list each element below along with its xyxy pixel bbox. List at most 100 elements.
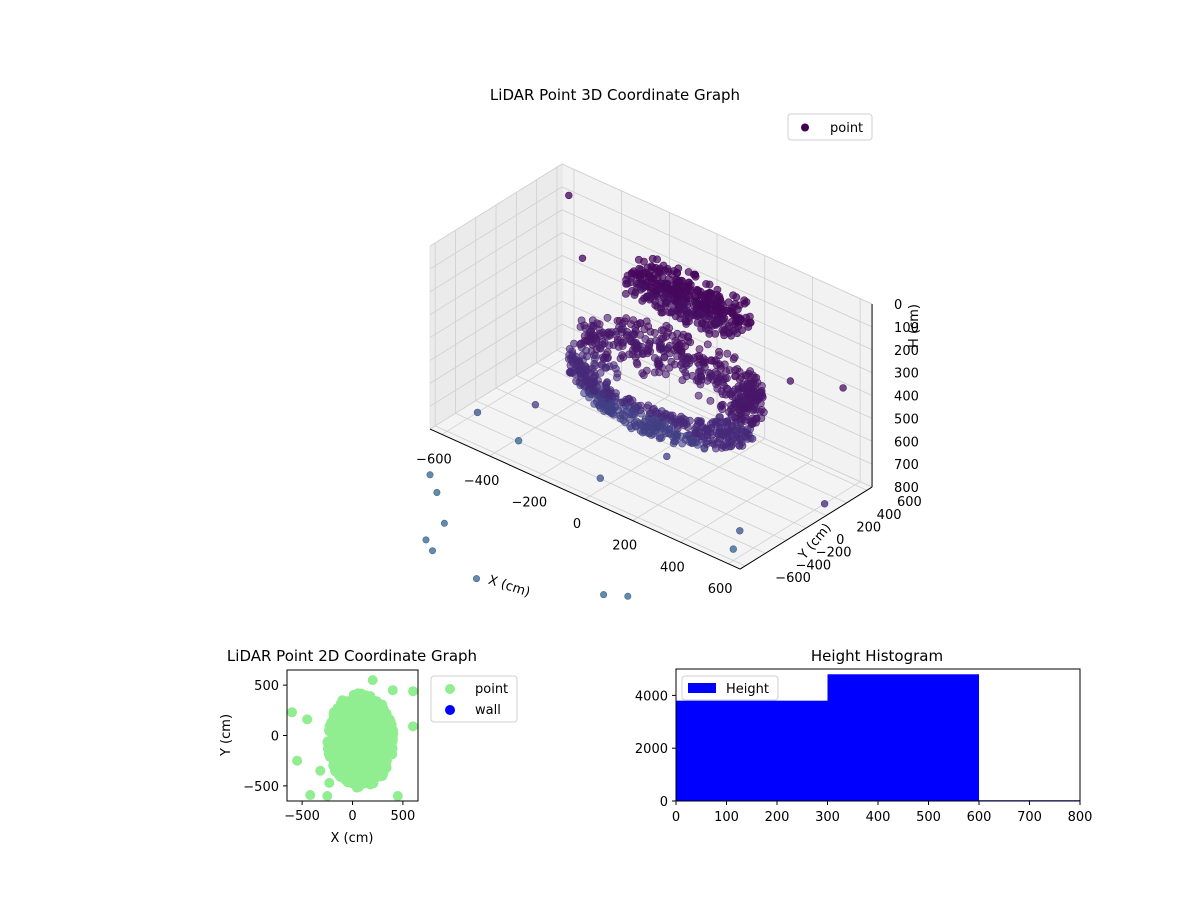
chart-3d-point — [662, 284, 671, 292]
chart-2d-point — [340, 736, 351, 747]
chart-3d-point — [639, 284, 647, 292]
chart-3d-point — [472, 575, 480, 583]
chart-3d-point — [725, 427, 733, 436]
chart-3d-xtick-label: 200 — [612, 539, 637, 554]
chart-3d-point — [740, 417, 749, 425]
chart-3d-point — [628, 396, 637, 405]
chart-3d-point — [703, 340, 712, 349]
chart-3d-point — [583, 372, 591, 380]
chart-2d-ytick-label: 0 — [271, 730, 279, 745]
chart-2d-point — [356, 766, 367, 777]
histogram-xtick-label: 200 — [765, 810, 790, 825]
chart-3d-point — [616, 414, 625, 423]
chart-3d-point — [581, 363, 590, 372]
chart-3d-point — [531, 401, 540, 409]
chart-3d-point — [694, 391, 703, 400]
chart-3d-point — [581, 324, 590, 333]
chart-3d-point — [758, 393, 767, 402]
chart-3d-point — [678, 376, 687, 384]
chart-3d-point — [568, 357, 577, 366]
chart-3d-gridline — [429, 346, 563, 430]
chart-3d-point — [820, 500, 829, 508]
chart-3d-point — [626, 415, 634, 423]
chart-3d-point — [652, 287, 660, 295]
chart-3d-point — [724, 324, 732, 333]
chart-3d-point — [744, 403, 752, 412]
chart-3d-point — [656, 345, 664, 353]
chart-3d-point — [727, 405, 735, 414]
chart-3d-point — [686, 280, 695, 289]
chart-3d-point — [642, 317, 651, 326]
chart-3d-point — [712, 356, 720, 364]
chart-3d-point — [596, 474, 604, 482]
chart-3d-point — [699, 358, 708, 367]
chart-2d-point — [387, 733, 398, 743]
histogram-title: Height Histogram — [811, 647, 943, 665]
chart-3d-point — [603, 313, 612, 322]
chart-3d-point — [744, 378, 752, 386]
chart-2d-point — [367, 675, 378, 686]
chart-3d-point — [579, 356, 587, 364]
chart-3d-point — [591, 387, 599, 395]
chart-3d-point — [651, 407, 660, 416]
chart-2d-point — [380, 763, 391, 774]
chart-2d-point — [408, 721, 418, 732]
chart-3d-point — [654, 357, 663, 366]
chart-3d-point — [593, 394, 602, 403]
chart-3d-point — [660, 292, 668, 301]
chart-3d-point — [694, 286, 702, 295]
chart-3d-xtick-label: 400 — [660, 560, 685, 575]
chart-3d-point — [623, 332, 631, 340]
chart-3d-gridline — [561, 186, 873, 328]
chart-3d-point — [662, 321, 671, 330]
chart-3d-point — [681, 342, 690, 351]
chart-2d-point — [371, 696, 382, 707]
chart-3d-point — [636, 330, 644, 339]
chart-3d-point — [730, 353, 739, 362]
chart-3d-point — [694, 417, 703, 426]
chart-3d-xtick-label: 0 — [573, 517, 581, 532]
chart-3d-point — [839, 384, 847, 392]
chart-3d-ztick-label: 400 — [894, 390, 919, 405]
chart-3d-point — [722, 367, 730, 376]
chart-3d-point — [686, 416, 694, 425]
chart-3d-xtick-label: −200 — [511, 496, 547, 511]
chart-2d-point — [337, 771, 348, 782]
chart-3d-point — [644, 429, 653, 438]
histogram-ticks: 0 100 200 300 400 500 600 700 800 0 2000 4000 — [635, 689, 1093, 825]
chart-2d-point — [354, 779, 365, 790]
histogram-legend-swatch — [688, 683, 716, 693]
chart-3d-point — [718, 400, 727, 409]
chart-3d-point — [720, 331, 728, 340]
chart-3d-point — [605, 341, 614, 350]
chart-3d-point — [473, 408, 482, 417]
histogram-legend: Height — [681, 675, 779, 701]
chart-3d-point — [687, 308, 696, 316]
chart-3d-point — [602, 380, 610, 389]
chart-3d-title: LiDAR Point 3D Coordinate Graph — [490, 86, 740, 104]
chart-2d-point — [348, 730, 359, 741]
chart-2d-point — [350, 741, 361, 752]
histogram-bar — [827, 674, 979, 801]
chart-3d-point — [733, 313, 742, 322]
chart-2d-point — [339, 712, 350, 723]
chart-3d-point — [633, 344, 642, 352]
chart-3d-point — [426, 471, 434, 479]
chart-2d-point — [331, 764, 342, 775]
chart-3d-point — [589, 330, 597, 339]
chart-2d-point — [408, 686, 418, 697]
chart-3d-point — [700, 304, 709, 313]
chart-3d-ztick-label: 700 — [894, 458, 919, 473]
chart-3d-point — [669, 439, 678, 448]
chart-3d-point — [718, 390, 727, 398]
chart-2d: LiDAR Point 2D Coordinate Graph −500 0 500… — [219, 647, 518, 846]
chart-3d-gridline — [429, 186, 563, 270]
chart-3d-point — [609, 361, 618, 369]
chart-3d-point — [635, 272, 644, 280]
chart-3d-point — [729, 545, 737, 553]
chart-3d-point — [580, 389, 588, 397]
chart-3d-point — [630, 404, 639, 413]
chart-3d-point — [685, 291, 694, 300]
chart-2d-point — [385, 716, 396, 727]
